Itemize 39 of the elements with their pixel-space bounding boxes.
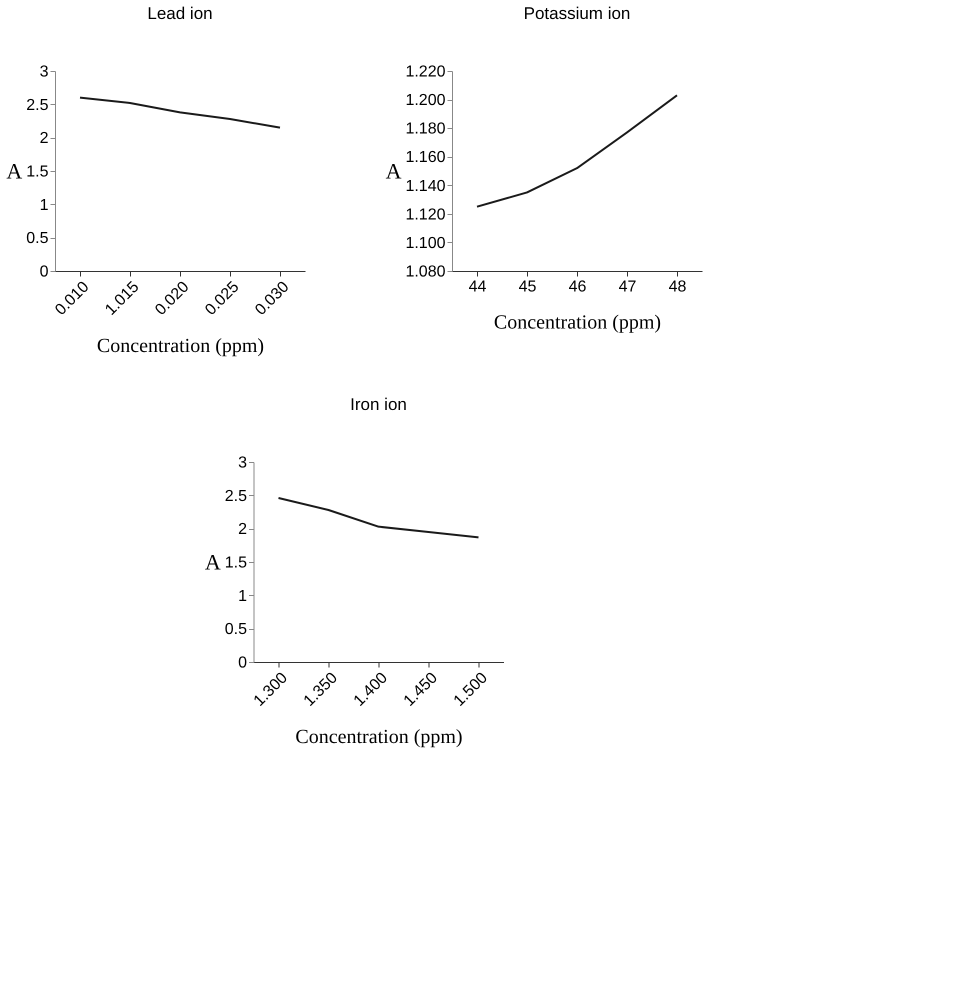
y-tick-label: 1.160 bbox=[405, 149, 446, 166]
x-tick-label: 48 bbox=[668, 278, 686, 296]
y-tick-label: 2 bbox=[40, 130, 49, 148]
x-axis-title: Concentration (ppm) bbox=[494, 312, 662, 334]
chart-title: Iron ion bbox=[350, 395, 407, 414]
line-series bbox=[79, 96, 281, 129]
x-tick-label: 46 bbox=[568, 278, 586, 296]
y-tick-label: 1 bbox=[40, 196, 49, 214]
y-tick-label: 1.220 bbox=[405, 64, 446, 80]
y-tick-label: 1.5 bbox=[224, 554, 248, 572]
y-tick-label: 0 bbox=[40, 264, 49, 280]
x-tick-label: 47 bbox=[618, 278, 636, 296]
y-tick-label: 0.5 bbox=[26, 230, 49, 248]
line-series bbox=[278, 497, 480, 538]
x-tick-label: 45 bbox=[518, 278, 536, 296]
y-tick-label: 3 bbox=[238, 454, 248, 472]
y-tick-label: 1 bbox=[238, 588, 248, 605]
chart-title: Lead ion bbox=[147, 4, 213, 23]
y-tick-label: 1.140 bbox=[405, 178, 446, 195]
x-axis-title: Concentration (ppm) bbox=[96, 335, 264, 358]
y-tick-label: 1.200 bbox=[405, 92, 446, 110]
y-axis-title: A bbox=[6, 158, 22, 184]
chart-title: Potassium ion bbox=[524, 4, 630, 23]
y-tick-label: 2.5 bbox=[224, 488, 248, 505]
y-tick-label: 1.080 bbox=[405, 264, 446, 280]
x-axis-title: Concentration (ppm) bbox=[295, 726, 463, 748]
y-tick-label: 3 bbox=[40, 64, 49, 80]
x-tick-label: 44 bbox=[468, 278, 486, 296]
y-tick-label: 1.180 bbox=[405, 120, 446, 138]
y-tick-label: 0.5 bbox=[224, 621, 248, 638]
line-series bbox=[476, 94, 678, 208]
y-axis-title: A bbox=[204, 550, 221, 574]
y-tick-label: 1.120 bbox=[405, 206, 446, 224]
y-tick-label: 1.100 bbox=[405, 234, 446, 252]
y-axis-title: A bbox=[386, 158, 402, 184]
y-tick-label: 2.5 bbox=[26, 96, 49, 114]
y-tick-label: 2 bbox=[238, 521, 248, 538]
y-tick-label: 1.5 bbox=[26, 164, 49, 180]
y-tick-label: 0 bbox=[238, 654, 248, 672]
